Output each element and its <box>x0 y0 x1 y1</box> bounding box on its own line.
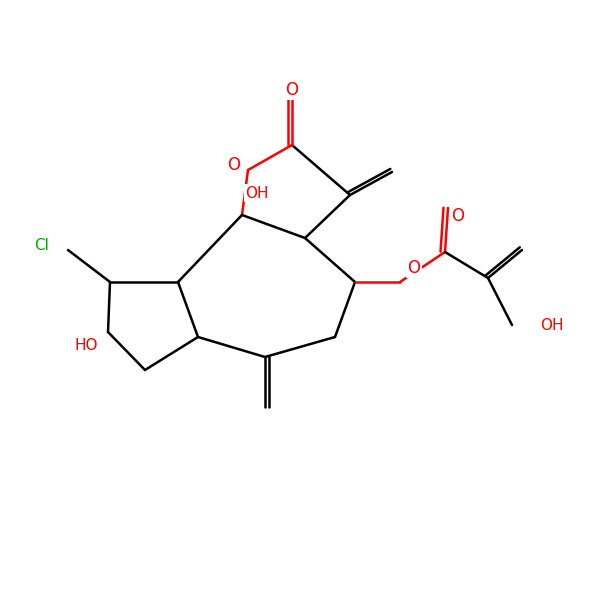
Text: HO: HO <box>74 338 98 353</box>
Text: O: O <box>227 156 241 174</box>
Text: Cl: Cl <box>35 238 49 253</box>
Text: O: O <box>452 207 464 225</box>
Text: O: O <box>407 259 421 277</box>
Text: OH: OH <box>245 185 269 200</box>
Text: OH: OH <box>540 317 564 332</box>
Text: O: O <box>286 81 299 99</box>
